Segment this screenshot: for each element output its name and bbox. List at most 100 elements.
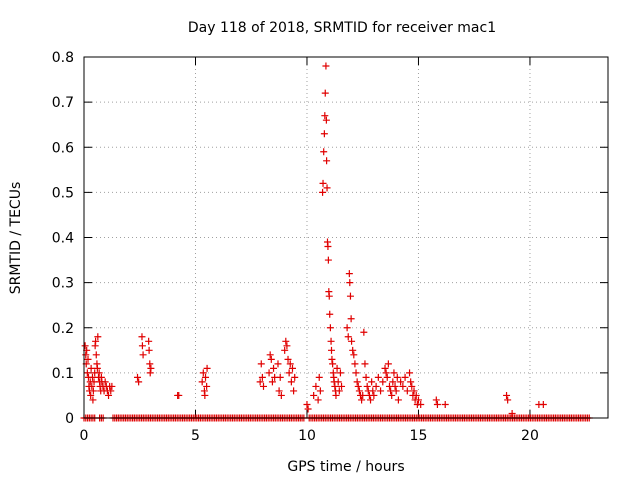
- data-point: [350, 351, 358, 359]
- data-point: [372, 382, 380, 390]
- data-point: [412, 391, 420, 399]
- x-tick-label: 15: [410, 428, 428, 444]
- data-point: [368, 378, 376, 386]
- data-point: [145, 337, 153, 345]
- data-point: [394, 396, 402, 404]
- data-point: [407, 378, 415, 386]
- data-point: [362, 373, 370, 381]
- data-point: [349, 346, 357, 354]
- data-point: [268, 378, 276, 386]
- data-point: [379, 378, 387, 386]
- data-point: [329, 360, 337, 368]
- plot-frame: [83, 56, 609, 419]
- y-tick-label: 0.2: [52, 321, 74, 337]
- data-point: [284, 355, 292, 363]
- data-point: [363, 382, 371, 390]
- data-point: [320, 148, 328, 156]
- data-point: [324, 256, 332, 264]
- data-point: [417, 400, 425, 408]
- data-point: [370, 391, 378, 399]
- data-point: [406, 369, 414, 377]
- data-point: [367, 396, 375, 404]
- data-point: [282, 337, 290, 345]
- data-point: [89, 396, 97, 404]
- data-point: [290, 387, 298, 395]
- data-point: [361, 360, 369, 368]
- data-point: [322, 116, 330, 124]
- data-point: [321, 112, 329, 120]
- y-tick-label: 0.1: [52, 366, 74, 382]
- axis-ticks: 0 0.1 0.2 0.3 0.4 0.5 0.6 0.7 0.8 0 5 10 15 20: [52, 50, 608, 444]
- data-point: [408, 382, 416, 390]
- data-point: [265, 369, 273, 377]
- data-point: [83, 369, 91, 377]
- data-point: [198, 378, 206, 386]
- data-point: [331, 382, 339, 390]
- data-point: [288, 364, 296, 372]
- data-point: [352, 369, 360, 377]
- data-point: [146, 369, 154, 377]
- data-point: [145, 346, 153, 354]
- data-point: [89, 387, 97, 395]
- data-point: [377, 387, 385, 395]
- data-point: [346, 292, 354, 300]
- data-point: [258, 373, 266, 381]
- data-point: [312, 382, 320, 390]
- data-point: [388, 391, 396, 399]
- data-point: [347, 315, 355, 323]
- data-point: [393, 373, 401, 381]
- y-tick-label: 0.8: [52, 50, 74, 66]
- data-point: [147, 364, 155, 372]
- y-tick-label: 0.6: [52, 140, 74, 156]
- data-point: [392, 387, 400, 395]
- data-point: [108, 382, 116, 390]
- data-point: [285, 369, 293, 377]
- data-point: [323, 157, 331, 165]
- data-point: [328, 355, 336, 363]
- data-point: [432, 396, 440, 404]
- data-point: [354, 382, 362, 390]
- x-tick-label: 5: [191, 428, 200, 444]
- data-point: [107, 387, 115, 395]
- data-point: [433, 400, 441, 408]
- data-point: [351, 360, 359, 368]
- data-point: [403, 387, 411, 395]
- data-point: [94, 333, 102, 341]
- data-point: [374, 373, 382, 381]
- data-point: [359, 391, 367, 399]
- data-point: [84, 355, 92, 363]
- data-point: [287, 378, 295, 386]
- data-point: [88, 373, 96, 381]
- data-point: [333, 364, 341, 372]
- data-point: [135, 378, 143, 386]
- data-point: [410, 387, 418, 395]
- x-tick-label: 10: [298, 428, 316, 444]
- y-tick-label: 0.5: [52, 185, 74, 201]
- chart-title: Day 118 of 2018, SRMTID for receiver mac…: [188, 20, 496, 36]
- data-point: [355, 387, 363, 395]
- data-point: [503, 391, 511, 399]
- data-point: [399, 382, 407, 390]
- data-point: [275, 387, 283, 395]
- y-tick-label: 0.4: [52, 231, 74, 247]
- data-point: [348, 337, 356, 345]
- data-point: [323, 184, 331, 192]
- data-point: [324, 243, 332, 251]
- data-point: [441, 400, 449, 408]
- data-point: [203, 364, 211, 372]
- grid-lines: [84, 57, 608, 418]
- data-point: [326, 310, 334, 318]
- data-point: [82, 351, 90, 359]
- data-point: [319, 188, 327, 196]
- data-point: [270, 364, 278, 372]
- x-tick-label: 0: [80, 428, 89, 444]
- data-point: [384, 360, 392, 368]
- data-point: [338, 382, 346, 390]
- data-point: [199, 369, 207, 377]
- data-point: [320, 130, 328, 138]
- data-point: [277, 391, 285, 399]
- data-point: [87, 391, 95, 399]
- data-point: [257, 360, 265, 368]
- y-tick-label: 0.3: [52, 276, 74, 292]
